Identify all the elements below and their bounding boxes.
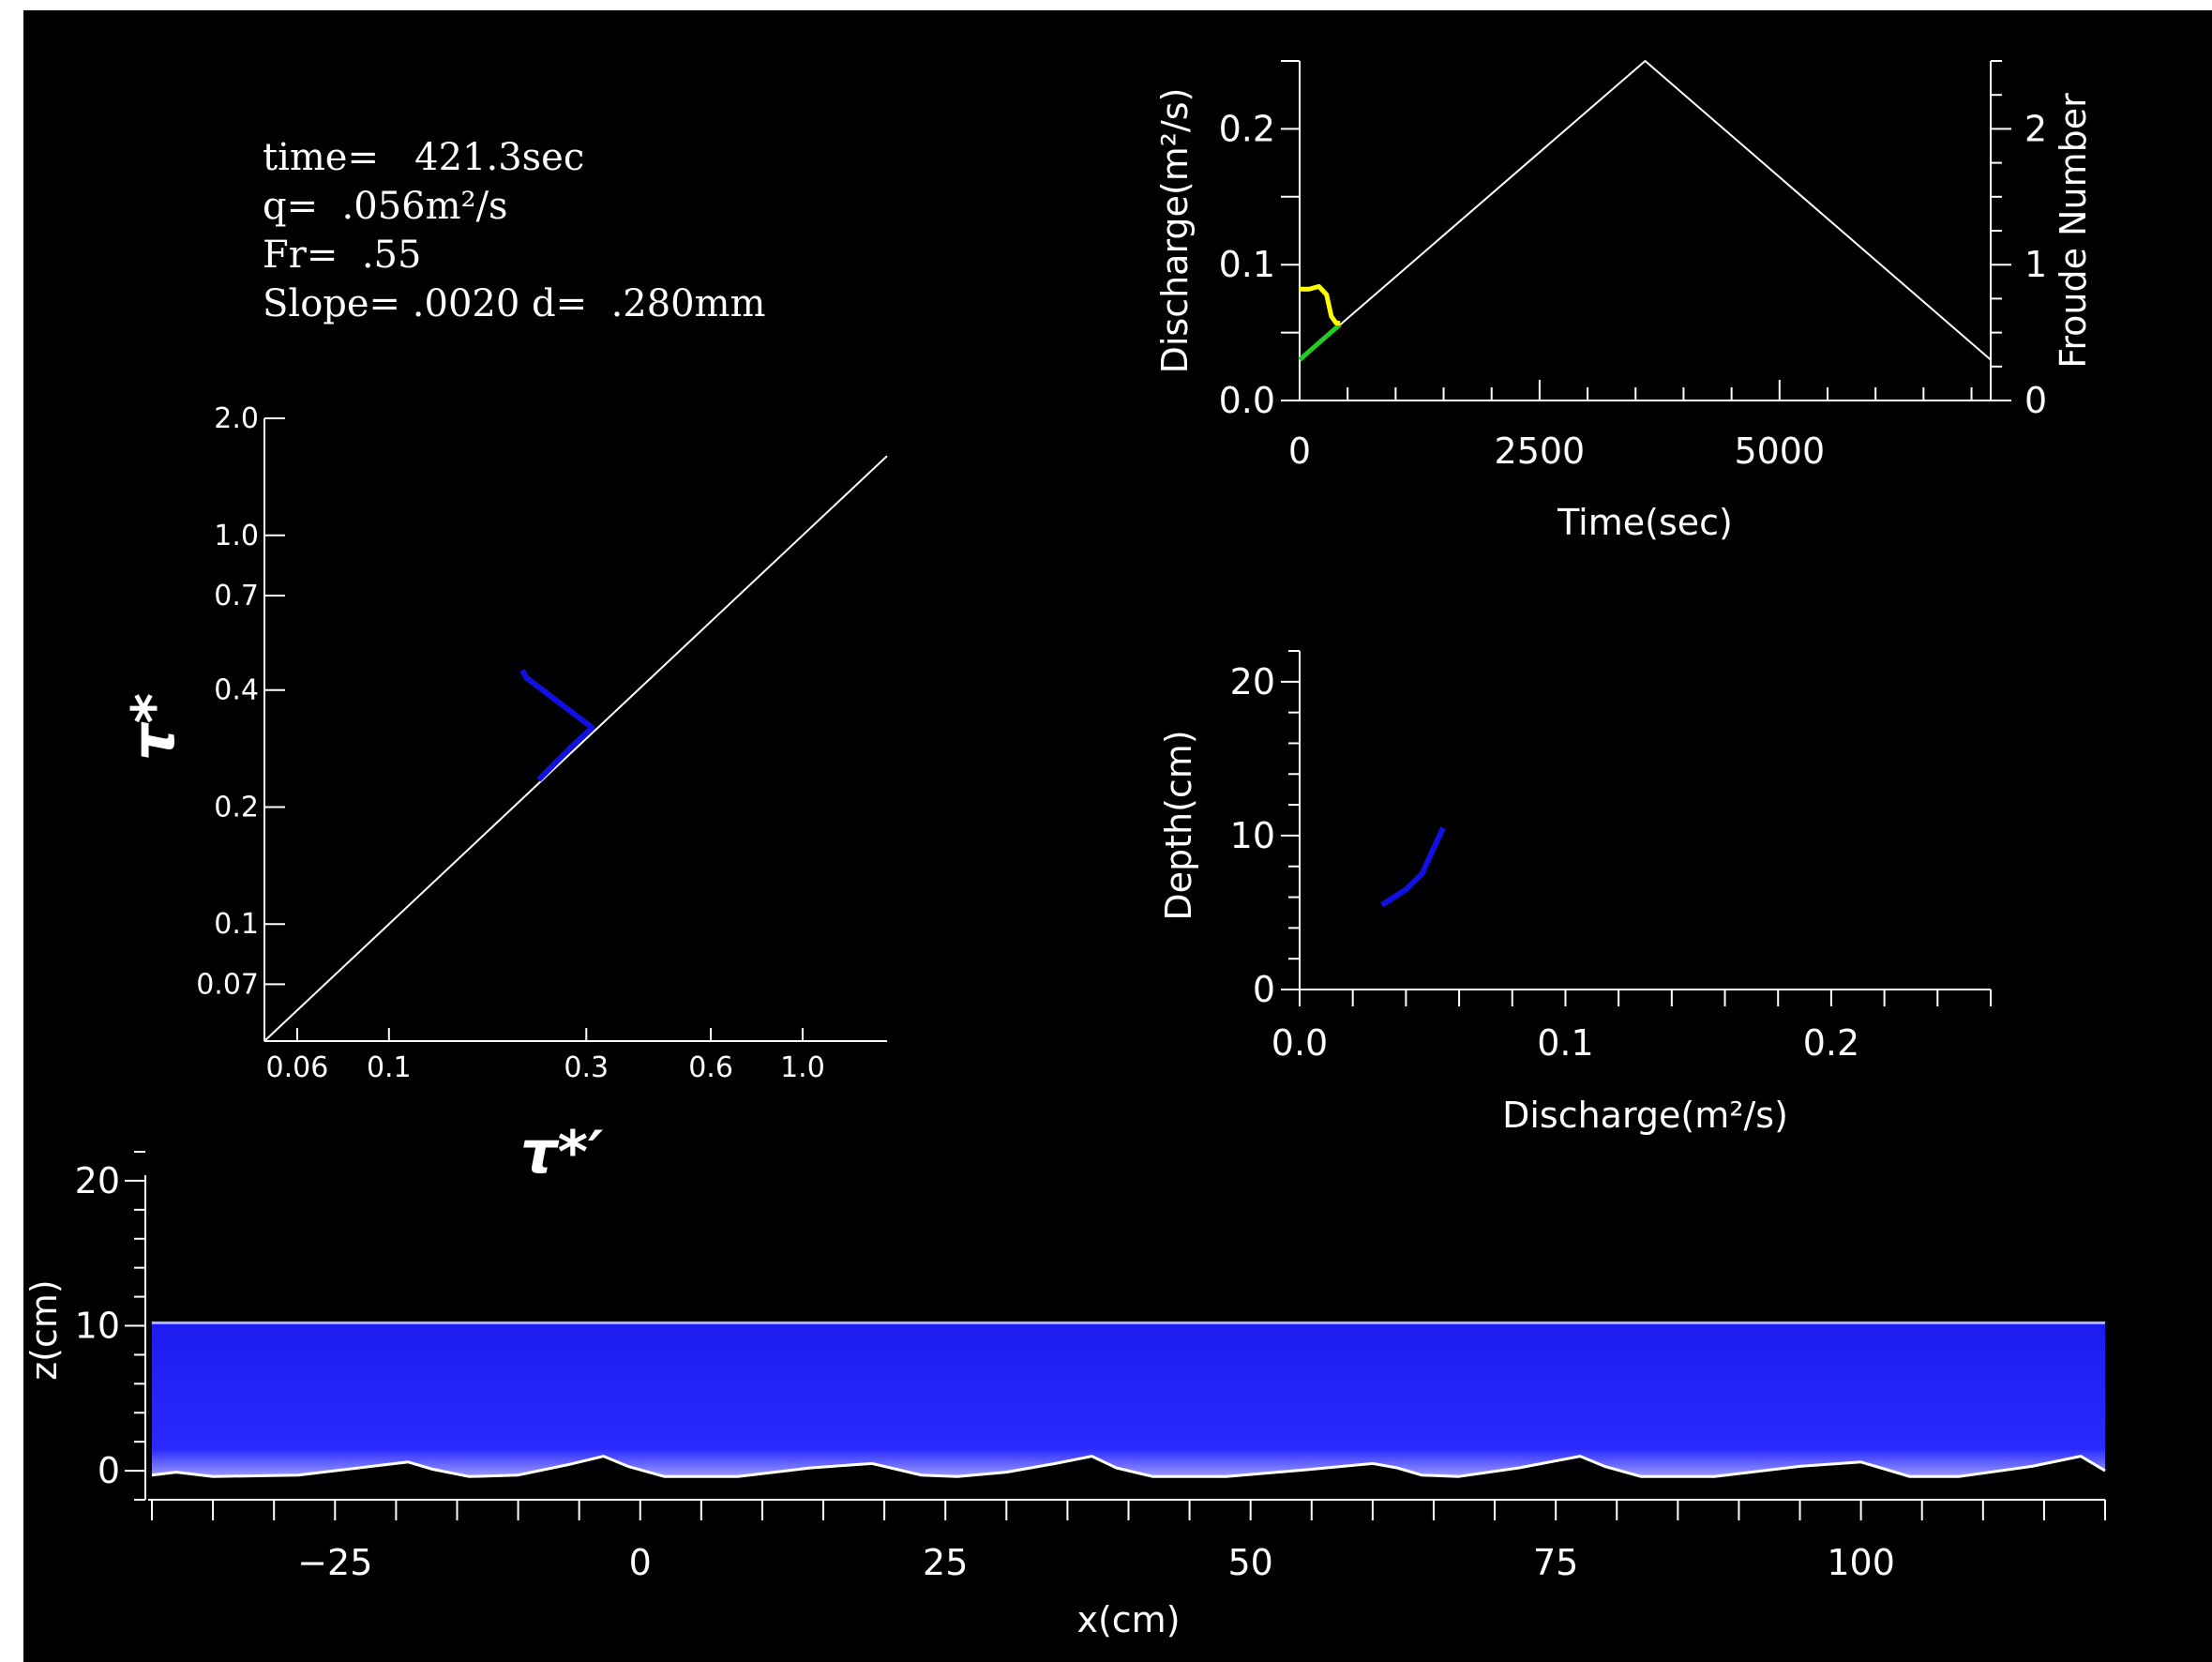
profile-x-tick-label: 100 <box>1827 1542 1895 1583</box>
shields-y-tick-label: 0.1 <box>214 908 259 941</box>
shields-y-tick-label: 0.4 <box>214 674 259 707</box>
shields-y-tick-label: 0.7 <box>214 580 259 612</box>
shields-x-tick-label: 1.0 <box>780 1051 825 1084</box>
shields-y-label: τ* <box>119 693 188 761</box>
hydro-x-tick-label: 0 <box>1288 431 1311 472</box>
time-readout: time= 421.3sec <box>263 136 585 179</box>
depth-y-label: Depth(cm) <box>1158 730 1199 920</box>
hydro-y-tick-label: 0.2 <box>1219 108 1275 149</box>
hydro-x-tick-label: 2500 <box>1495 431 1586 472</box>
shields-y-tick-label: 0.07 <box>196 968 259 1001</box>
shields-y-tick-label: 2.0 <box>214 402 259 435</box>
depth-y-tick-label: 0 <box>1253 969 1275 1010</box>
profile-x-tick-label: 50 <box>1228 1542 1273 1583</box>
shields-y-tick-label: 1.0 <box>214 520 259 552</box>
shields-x-tick-label: 0.06 <box>266 1051 329 1084</box>
shields-y-tick-label: 0.2 <box>214 791 259 823</box>
bed-surface-line <box>151 1455 2106 1478</box>
slope-diameter-readout: Slope= .0020 d= .280mm <box>263 282 766 325</box>
profile-y-tick-label: 0 <box>98 1450 120 1491</box>
hydro-y2-label: Froude Number <box>2053 93 2094 369</box>
depth-x-label: Discharge(m²/s) <box>1502 1095 1788 1136</box>
depth-x-tick-label: 0.1 <box>1537 1022 1593 1064</box>
profile-y-tick-label: 10 <box>75 1306 120 1347</box>
hydro-y2-tick-label: 2 <box>2024 108 2047 149</box>
hydro-series-left <box>1298 323 1342 362</box>
profile-x-tick-label: 0 <box>629 1542 652 1583</box>
profile-x-tick-label: 25 <box>923 1542 968 1583</box>
depth-x-tick-label: 0.2 <box>1803 1022 1859 1064</box>
hydro-x-label: Time(sec) <box>1557 502 1733 543</box>
profile-y-label: z(cm) <box>23 1279 65 1381</box>
hydro-x-tick-label: 5000 <box>1734 431 1825 472</box>
profile-x-label: x(cm) <box>1076 1599 1180 1640</box>
hydro-y2-tick-label: 0 <box>2024 380 2047 421</box>
depth-y-tick-label: 10 <box>1230 815 1275 856</box>
shields-x-tick-label: 0.6 <box>688 1051 733 1084</box>
depth-y-tick-label: 20 <box>1230 661 1275 703</box>
shields-x-tick-label: 0.1 <box>367 1051 412 1084</box>
profile-x-tick-label: −25 <box>297 1542 372 1583</box>
profile-y-tick-label: 20 <box>75 1160 120 1201</box>
depth-path-series <box>1380 826 1446 908</box>
hydro-y-label: Discharge(m²/s) <box>1154 88 1196 374</box>
hydro-series-left <box>1299 60 1992 361</box>
hydro-series-right <box>1300 283 1341 325</box>
froude-readout: Fr= .55 <box>263 234 422 277</box>
discharge-readout: q= .056m²/s <box>263 185 508 228</box>
shields-path-series <box>519 669 595 782</box>
hydro-y2-tick-label: 1 <box>2024 244 2047 285</box>
shields-equality-line <box>263 455 888 1042</box>
depth-x-tick-label: 0.0 <box>1272 1022 1328 1064</box>
hydro-y-tick-label: 0.0 <box>1219 380 1275 421</box>
shields-x-tick-label: 0.3 <box>564 1051 609 1084</box>
shields-x-label: τ*′ <box>520 1118 603 1186</box>
profile-x-tick-label: 75 <box>1533 1542 1578 1583</box>
water-body <box>152 1322 2105 1477</box>
hydro-y-tick-label: 0.1 <box>1219 244 1275 285</box>
